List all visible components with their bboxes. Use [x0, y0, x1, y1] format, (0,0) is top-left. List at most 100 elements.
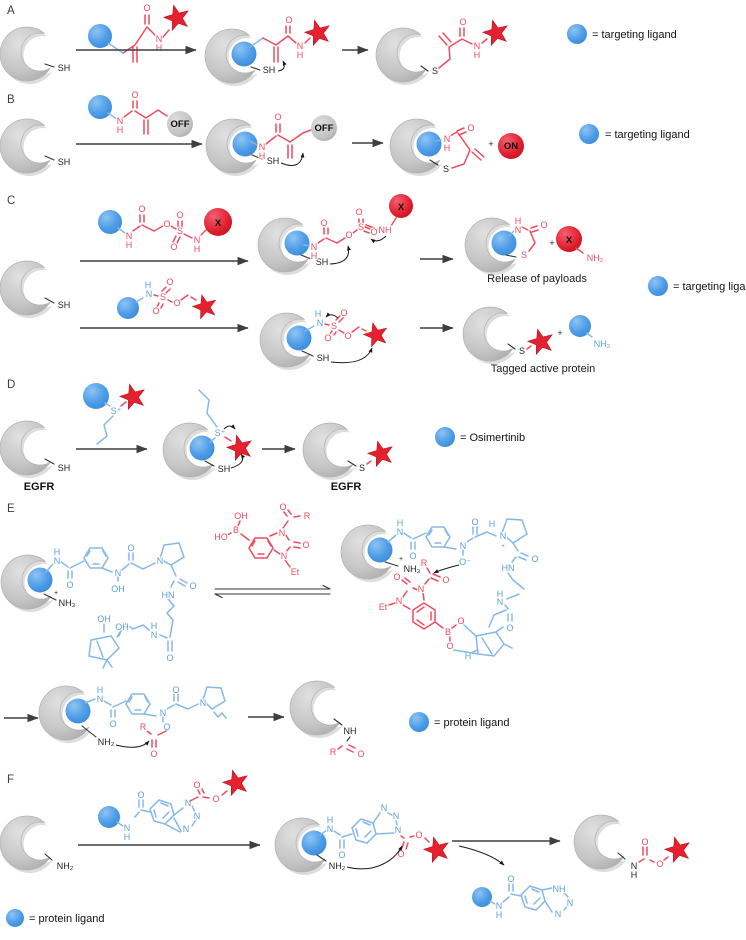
cyclic-thioether-product-c1: H N O S + X NH₂: [465, 215, 605, 275]
atom-label: N: [124, 823, 131, 833]
atom-label: SH: [218, 464, 231, 474]
legend-f-text: = protein ligand: [29, 913, 105, 925]
atom-label: S: [519, 346, 525, 356]
cyclized-product-b: S N H O + ON: [390, 119, 524, 176]
atom-label: H: [124, 832, 131, 842]
mechanism-arrow: [325, 312, 339, 319]
legend-d-text: = Osimertinib: [460, 432, 525, 444]
atom-label: N: [496, 901, 503, 911]
macrocyclic-boronate-complex-e: + NH₃ H N O N O⁻ O H N + O HN H N O H R …: [341, 516, 540, 662]
atom-label: SH: [58, 463, 71, 473]
atom-label: O: [415, 830, 422, 840]
atom-label: O: [355, 207, 362, 217]
panel-f: F NH₂ N H O N N N O O NH₂ H N O N N N O: [0, 766, 694, 927]
mechanism-arrow: [280, 152, 305, 166]
atom-label: O: [66, 580, 73, 590]
protein-thiol-c: SH: [0, 260, 71, 319]
plus-sign: +: [557, 328, 562, 338]
tagged-caption: Tagged active protein: [491, 363, 596, 375]
atom-label: O: [409, 551, 416, 561]
atom-label: HO: [214, 532, 228, 542]
atom-label: N: [185, 798, 192, 808]
hydroxamate-protein-complex-e: + NH₃ H N O N OH O N O HN H N O OH OH: [1, 542, 198, 669]
on-badge-label: ON: [504, 141, 518, 152]
atom-label: O: [506, 623, 513, 633]
atom-label: SH: [263, 65, 276, 75]
atom-label: N: [555, 909, 562, 919]
panel-b: B SH O N H OFF SH O N H OFF S N H O: [0, 89, 690, 177]
atom-label: H: [631, 870, 638, 880]
panel-d: D SH EGFR S⁺ SH S⁺ S EGFR = Osimertinib: [0, 379, 525, 493]
atom-label: N: [567, 898, 574, 908]
payload-star: [364, 437, 397, 469]
atom-label: OH: [115, 622, 129, 632]
payload-star: [360, 319, 391, 349]
panel-e-letter: E: [7, 503, 15, 515]
atom-label: H: [151, 621, 158, 631]
atom-label: O: [324, 333, 331, 343]
atom-label: Et: [379, 602, 388, 612]
payload-x-label: X: [566, 235, 573, 246]
atom-label: NH₂: [594, 339, 611, 349]
atom-label: N: [515, 225, 522, 235]
atom-label: H: [194, 244, 201, 254]
atom-label: OH: [111, 584, 125, 594]
atom-label: H: [97, 685, 104, 695]
plus-sign: +: [501, 543, 505, 550]
atom-label: O: [320, 218, 327, 228]
payload-star: [479, 16, 512, 48]
payload-star: [661, 833, 694, 865]
atom-label: NH₂: [329, 861, 346, 871]
mechanism-arrow: [346, 845, 403, 870]
off-badge-label: OFF: [315, 123, 334, 134]
targeting-ligand-dot: [579, 124, 599, 144]
legend-a-text: = targeting ligand: [592, 29, 677, 41]
atom-label: SH: [58, 63, 71, 73]
atom-label: O: [446, 641, 453, 651]
protein-ligand-dot: [98, 806, 120, 828]
atom-label: O: [176, 210, 183, 220]
thiol-addition-intermediate-b: SH O N H OFF: [206, 111, 337, 176]
atom-label: N: [183, 824, 190, 834]
mechanism-arrow: [230, 453, 246, 469]
tagged-protein-product-c2: S + NH₂: [462, 306, 612, 365]
atom-label: HN: [502, 563, 515, 573]
atom-label: N: [194, 811, 201, 821]
atom-label: O: [370, 227, 377, 237]
atom-label: O: [170, 242, 177, 252]
atom-label: H: [156, 43, 163, 53]
off-badge-label: OFF: [171, 119, 190, 130]
release-arrow: [458, 845, 505, 866]
atom-label: N: [460, 541, 467, 551]
legend-b-text: = targeting ligand: [605, 129, 690, 141]
atom-label: H: [311, 251, 318, 261]
atom-label: SH: [267, 156, 280, 166]
conjugate-product-a: S O N H: [375, 16, 512, 86]
atom-label: O: [279, 502, 286, 512]
atom-label: S: [331, 321, 337, 331]
panel-c: C SH N H O O S O O N H X SH N H O O S O …: [0, 194, 746, 375]
carbamate-product-f: N H O O: [573, 814, 694, 881]
atom-label: N: [381, 803, 388, 813]
osimertinib-dot: [435, 427, 455, 447]
atom-label: H: [474, 50, 481, 60]
panel-b-letter: B: [7, 94, 15, 106]
mechanism-arrow: [330, 347, 373, 364]
atom-label: N: [194, 235, 201, 245]
release-caption: Release of payloads: [487, 273, 587, 285]
atom-label: S⁺: [215, 428, 226, 438]
atom-label: H: [444, 143, 451, 153]
targeting-ligand-dot: [117, 297, 139, 319]
atom-label: O: [656, 859, 663, 869]
atom-label: S: [358, 222, 364, 232]
legend-c: = targeting ligand: [648, 276, 746, 296]
atom-label: S: [177, 226, 183, 236]
atom-label: NH: [344, 726, 357, 736]
atom-label: H: [327, 815, 334, 825]
plus-sign: +: [549, 238, 554, 248]
payload-x-badge: [204, 208, 232, 236]
atom-label: N: [146, 289, 153, 299]
mechanism-arrow: [433, 564, 460, 574]
targeting-ligand-dot: [98, 210, 122, 234]
